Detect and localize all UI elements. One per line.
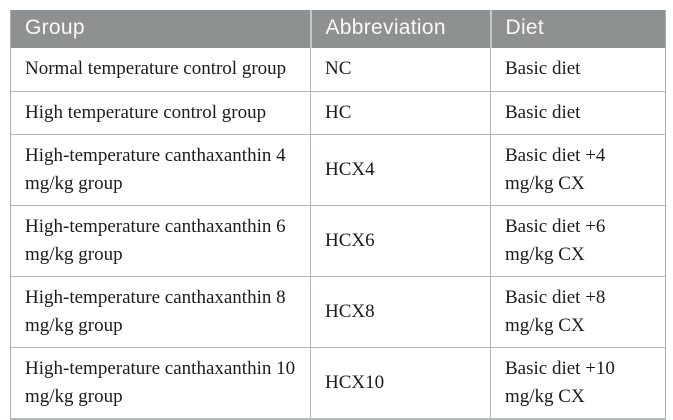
cell-diet: Basic diet [490,48,666,92]
table-row: High-temperature canthaxanthin 6 mg/kg g… [10,204,666,277]
header-row: Group Abbreviation Diet [10,10,666,48]
table-row: High temperature control group HC Basic … [10,90,666,135]
cell-diet: Basic diet +6 mg/kg CX [490,204,666,277]
cell-group: High-temperature canthaxanthin 6 mg/kg g… [10,204,311,277]
cell-diet: Basic diet +8 mg/kg CX [490,275,666,348]
cell-diet: Basic diet +10 mg/kg CX [490,346,666,419]
cell-group: High-temperature canthaxanthin 4 mg/kg g… [10,133,311,206]
table-row: High-temperature canthaxanthin 4 mg/kg g… [10,133,666,206]
cell-diet: Basic diet [490,90,666,135]
column-header-diet: Diet [489,10,666,48]
cell-abbreviation: NC [310,48,491,92]
table-row: High-temperature canthaxanthin 10 mg/kg … [10,346,666,419]
cell-group: High-temperature canthaxanthin 8 mg/kg g… [10,275,311,348]
cell-abbreviation: HCX10 [310,346,491,419]
cell-group: High temperature control group [10,90,311,135]
cell-abbreviation: HCX4 [310,133,491,206]
cell-abbreviation: HCX8 [310,275,491,348]
column-header-group: Group [10,10,311,48]
table-row: Normal temperature control group NC Basi… [10,48,666,92]
cell-abbreviation: HC [310,90,491,135]
cell-diet: Basic diet +4 mg/kg CX [490,133,666,206]
cell-group: Normal temperature control group [10,48,311,92]
column-header-abbreviation: Abbreviation [309,10,491,48]
table-row: High-temperature canthaxanthin 8 mg/kg g… [10,275,666,348]
cell-abbreviation: HCX6 [310,204,491,277]
experimental-groups-table: Group Abbreviation Diet Normal temperatu… [10,10,666,420]
cell-group: High-temperature canthaxanthin 10 mg/kg … [10,346,311,419]
experimental-groups-table-container: Group Abbreviation Diet Normal temperatu… [10,10,666,420]
